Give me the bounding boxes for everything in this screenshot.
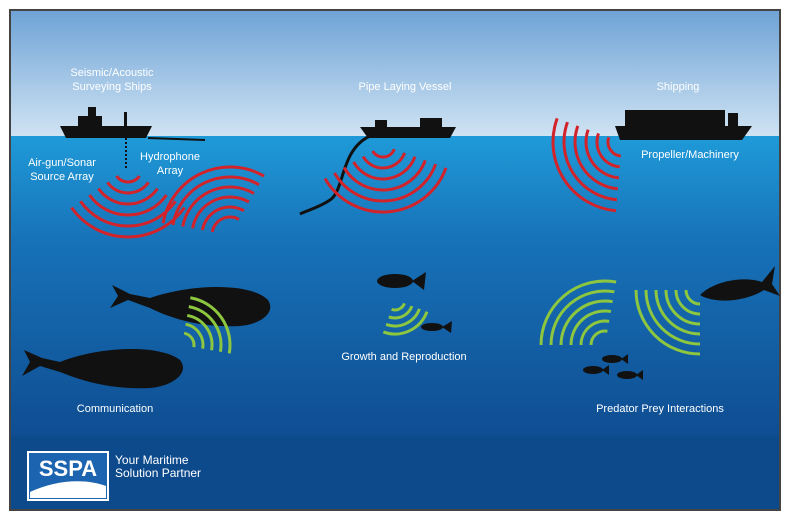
wave-arc [385, 308, 421, 328]
wave-arc [644, 289, 701, 346]
wave-arc [573, 125, 619, 191]
wave-arc [569, 309, 612, 346]
wave-arc [684, 289, 701, 306]
wave-arc [579, 319, 610, 346]
wave-arc [559, 299, 613, 346]
wave-arc [539, 279, 617, 346]
label: Shipping [657, 81, 700, 93]
wave-arc [606, 136, 622, 158]
label: Air-gun/Sonar [28, 157, 96, 169]
logo: SSPA Your Maritime Solution Partner [27, 451, 201, 501]
wave-arc [171, 175, 260, 226]
label: Surveying Ships [72, 81, 152, 93]
wave-arc [654, 289, 701, 336]
survey-ship [60, 107, 206, 168]
wave-arc [382, 311, 429, 336]
logo-tagline: Your Maritime [115, 453, 189, 467]
label: Hydrophone [140, 151, 200, 163]
wave-arc [88, 194, 168, 217]
wave-arc [664, 289, 701, 326]
wave-arc [188, 305, 223, 353]
sound-waves [70, 117, 701, 356]
wave-arc [342, 159, 427, 192]
footer-band [11, 436, 779, 509]
wave-arc [97, 187, 159, 206]
wave-arc [183, 331, 196, 348]
wave-arc [562, 121, 618, 202]
labels: Seismic/Acoustic Surveying Ships Pipe La… [28, 67, 739, 415]
label: Predator Prey Interactions [596, 403, 724, 415]
wave-arc [352, 156, 417, 181]
wave-arc [361, 152, 407, 170]
wave-arc [634, 289, 701, 356]
wave-arc [371, 148, 396, 159]
wave-arc [115, 175, 141, 184]
wave-arc [181, 185, 255, 227]
wave-arc [185, 322, 205, 349]
label: Communication [77, 403, 153, 415]
label: Array [157, 165, 184, 177]
wave-arc [106, 181, 150, 195]
wave-arc [333, 163, 438, 203]
wave-arc [200, 205, 245, 231]
wave-arc [190, 296, 232, 354]
logo-tagline: Solution Partner [115, 466, 201, 480]
wave-arc [191, 195, 250, 229]
label: Source Array [30, 171, 94, 183]
wave-arc [589, 329, 608, 346]
wave-arc [391, 302, 406, 312]
logo-wave [30, 481, 106, 498]
wave-arc [210, 215, 240, 233]
logo-mark: SSPA [39, 456, 97, 481]
wave-arc [388, 305, 414, 320]
wave-arc [161, 165, 265, 224]
wave-arc [674, 289, 701, 316]
wave-arc [186, 313, 214, 351]
fish [377, 266, 780, 380]
wave-arc [323, 167, 448, 214]
wave-arc [551, 117, 617, 213]
cargo-ship [615, 110, 752, 140]
wave-arc [549, 289, 615, 346]
label: Seismic/Acoustic [70, 67, 154, 79]
wave-arc [595, 132, 621, 169]
label: Propeller/Machinery [641, 149, 739, 161]
label: Growth and Reproduction [341, 351, 466, 363]
label: Pipe Laying Vessel [359, 81, 452, 93]
pipe-vessel [299, 118, 456, 216]
wave-arc [584, 129, 620, 180]
